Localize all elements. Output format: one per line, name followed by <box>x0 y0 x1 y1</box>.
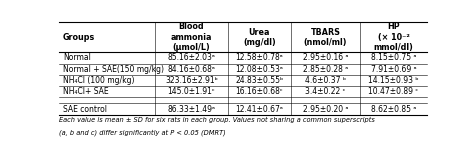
Text: Blood
ammonia
(μmol/L): Blood ammonia (μmol/L) <box>171 22 212 52</box>
Text: Urea
(mg/dl): Urea (mg/dl) <box>243 28 276 47</box>
Text: 14.15±0.93 ᵇ: 14.15±0.93 ᵇ <box>368 76 419 85</box>
Text: 24.83±0.55ᵇ: 24.83±0.55ᵇ <box>235 76 283 85</box>
Text: 12.58±0.78ᵃ: 12.58±0.78ᵃ <box>236 54 283 62</box>
Text: Each value is mean ± SD for six rats in each group. Values not sharing a common : Each value is mean ± SD for six rats in … <box>59 117 375 123</box>
Text: SAE control: SAE control <box>63 105 107 114</box>
Text: 145.0±1.91ᶜ: 145.0±1.91ᶜ <box>168 87 215 96</box>
Text: 12.41±0.67ᵃ: 12.41±0.67ᵃ <box>236 105 283 114</box>
Text: 86.33±1.49ᵃ: 86.33±1.49ᵃ <box>167 105 216 114</box>
Text: 323.16±2.91ᵇ: 323.16±2.91ᵇ <box>165 76 218 85</box>
Text: 2.95±0.16 ᵃ: 2.95±0.16 ᵃ <box>303 54 348 62</box>
Text: 3.4±0.22 ᶜ: 3.4±0.22 ᶜ <box>305 87 346 96</box>
Text: 2.85±0.28 ᵃ: 2.85±0.28 ᵃ <box>303 65 348 74</box>
Text: 2.95±0.20 ᵃ: 2.95±0.20 ᵃ <box>303 105 348 114</box>
Text: 10.47±0.89 ᶜ: 10.47±0.89 ᶜ <box>368 87 419 96</box>
Text: 8.15±0.75 ᵃ: 8.15±0.75 ᵃ <box>371 54 416 62</box>
Text: Normal: Normal <box>63 54 91 62</box>
Text: 8.62±0.85 ᵃ: 8.62±0.85 ᵃ <box>371 105 416 114</box>
Text: 84.16±0.68ᵃ: 84.16±0.68ᵃ <box>167 65 216 74</box>
Text: HP
(× 10⁻²
mmol/dl): HP (× 10⁻² mmol/dl) <box>374 22 413 52</box>
Text: 85.16±2.03ᵃ: 85.16±2.03ᵃ <box>167 54 216 62</box>
Text: 16.16±0.68ᶜ: 16.16±0.68ᶜ <box>236 87 283 96</box>
Text: NH₄Cl+ SAE: NH₄Cl+ SAE <box>63 87 109 96</box>
Text: NH₄Cl (100 mg/kg): NH₄Cl (100 mg/kg) <box>63 76 135 85</box>
Text: Normal + SAE(150 mg/kg): Normal + SAE(150 mg/kg) <box>63 65 164 74</box>
Text: Groups: Groups <box>63 33 95 42</box>
Text: 12.08±0.53ᵃ: 12.08±0.53ᵃ <box>236 65 283 74</box>
Text: 4.6±0.37 ᵇ: 4.6±0.37 ᵇ <box>305 76 346 85</box>
Text: (a, b and c) differ significantly at P < 0.05 (DMRT): (a, b and c) differ significantly at P <… <box>59 129 226 136</box>
Text: TBARS
(nmol/ml): TBARS (nmol/ml) <box>304 28 347 47</box>
Text: 7.91±0.69 ᵃ: 7.91±0.69 ᵃ <box>371 65 416 74</box>
